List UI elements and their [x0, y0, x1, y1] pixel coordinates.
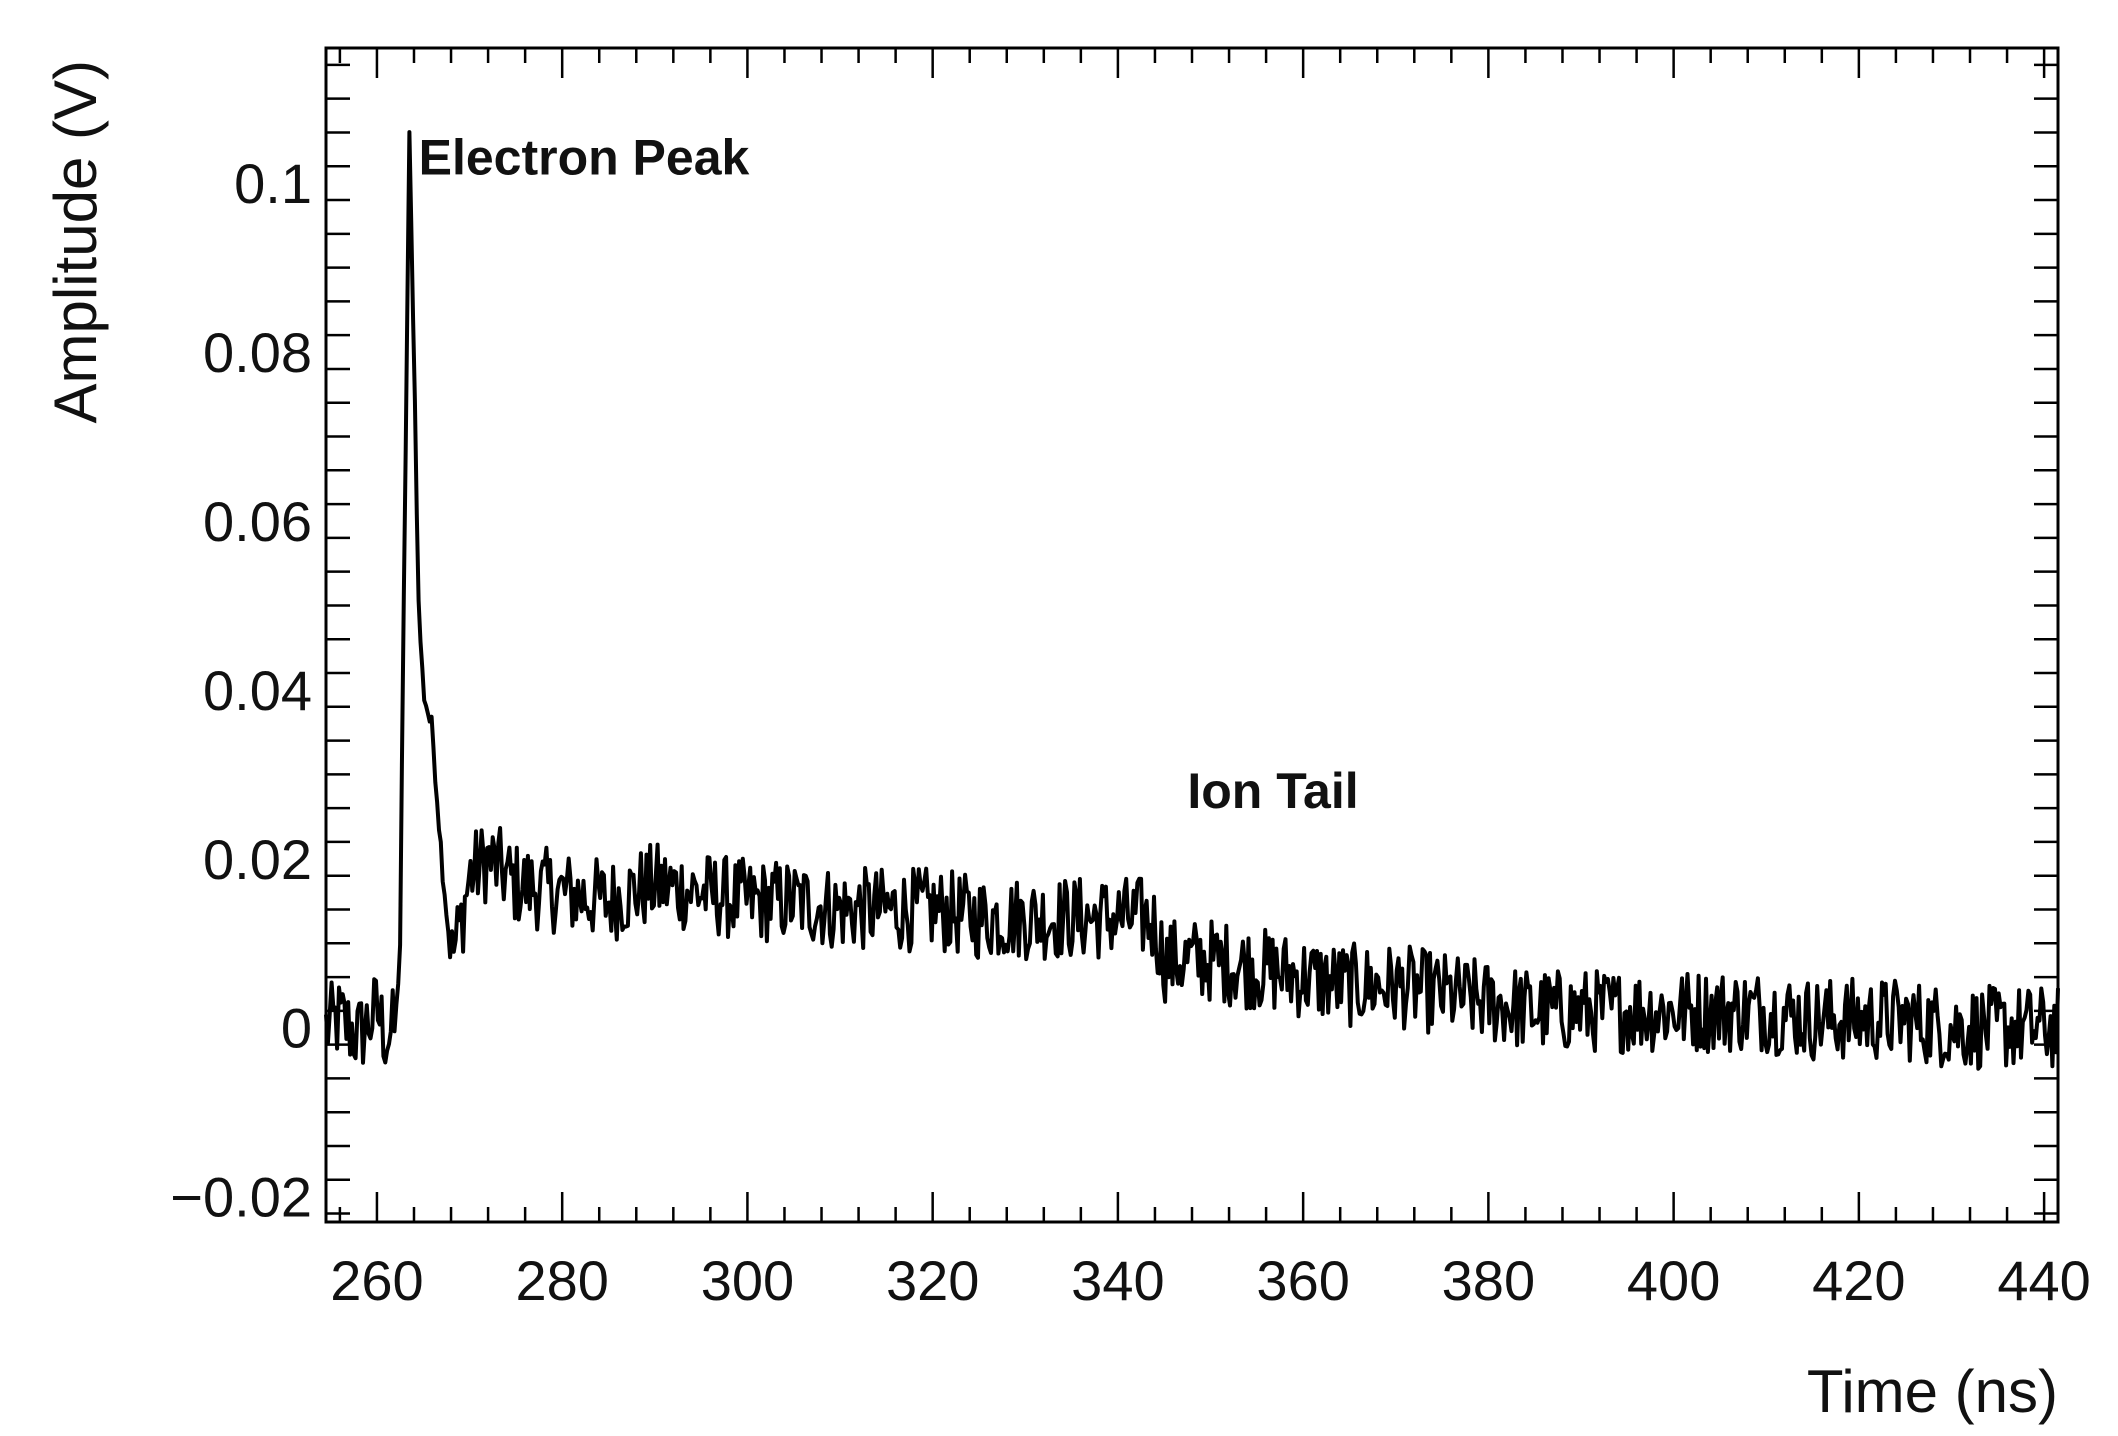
axis-ticks — [326, 48, 2058, 1222]
x-tick-label: 360 — [1256, 1249, 1349, 1312]
x-tick-label: 440 — [1997, 1249, 2090, 1312]
x-tick-label: 320 — [886, 1249, 979, 1312]
x-axis-title: Time (ns) — [1807, 1358, 2058, 1425]
y-tick-label: 0.06 — [203, 490, 312, 553]
annotation-label: Electron Peak — [419, 130, 750, 186]
x-tick-label: 280 — [515, 1249, 608, 1312]
x-tick-label: 380 — [1442, 1249, 1535, 1312]
y-tick-label: 0.04 — [203, 659, 312, 722]
tick-labels: 260 280 300 320 340 360 380 400 420 440 −0.02 0 0.02… — [170, 152, 2091, 1312]
y-tick-label: −0.02 — [170, 1166, 312, 1229]
y-tick-label: 0 — [281, 997, 312, 1060]
x-tick-label: 420 — [1812, 1249, 1905, 1312]
y-tick-label: 0.08 — [203, 321, 312, 384]
waveform-series — [324, 130, 2060, 1071]
y-axis-title: Amplitude (V) — [42, 60, 109, 423]
x-tick-label: 260 — [330, 1249, 423, 1312]
x-tick-label: 340 — [1071, 1249, 1164, 1312]
annotations: Electron Peak Ion Tail — [419, 130, 1359, 819]
y-tick-label: 0.1 — [234, 152, 312, 215]
plot-frame — [324, 46, 2060, 1224]
x-tick-label: 400 — [1627, 1249, 1720, 1312]
waveform-line — [324, 130, 2060, 1071]
y-tick-label: 0.02 — [203, 828, 312, 891]
annotation-label: Ion Tail — [1187, 763, 1358, 819]
x-tick-label: 300 — [701, 1249, 794, 1312]
